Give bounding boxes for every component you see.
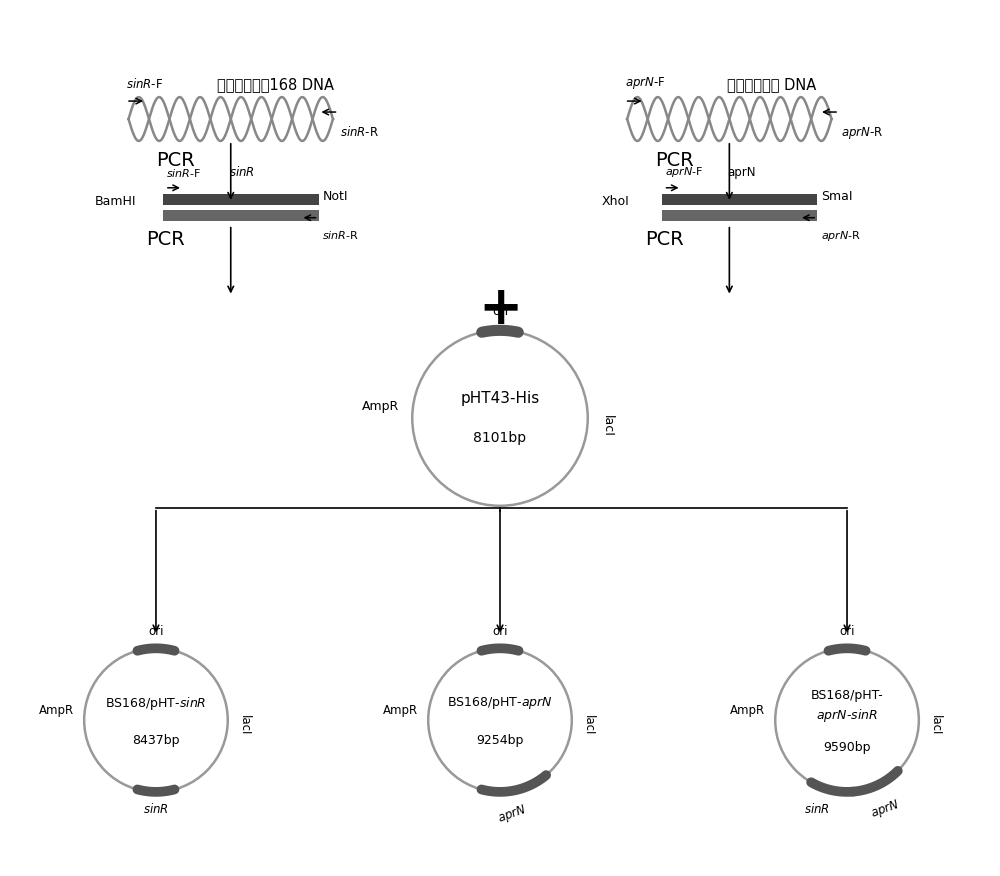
Text: 纳豆芽胞杆菌 DNA: 纳豆芽胞杆菌 DNA	[727, 77, 816, 92]
FancyBboxPatch shape	[163, 194, 319, 205]
Text: $\it{sinR}$-R: $\it{sinR}$-R	[322, 229, 360, 241]
Text: PCR: PCR	[645, 230, 684, 249]
FancyBboxPatch shape	[163, 210, 319, 221]
Text: $\it{sinR}$-F: $\it{sinR}$-F	[166, 166, 201, 179]
Text: AmpR: AmpR	[730, 703, 765, 717]
Text: $\it{aprN}$: $\it{aprN}$	[495, 802, 529, 827]
Text: BamHI: BamHI	[95, 195, 136, 208]
Text: $\it{aprN}$-F: $\it{aprN}$-F	[665, 165, 703, 179]
Text: $\it{sinR}$: $\it{sinR}$	[229, 165, 255, 179]
Text: 9254bp: 9254bp	[476, 733, 524, 746]
Text: SmaI: SmaI	[821, 190, 853, 203]
Text: BS168/pHT-$\it{aprN}$: BS168/pHT-$\it{aprN}$	[447, 696, 553, 711]
Text: BS168/pHT-$\it{sinR}$: BS168/pHT-$\it{sinR}$	[105, 695, 207, 711]
Text: 8437bp: 8437bp	[132, 733, 180, 746]
Text: lacI: lacI	[238, 715, 251, 735]
Text: 枯草芽胞杆菌168 DNA: 枯草芽胞杆菌168 DNA	[217, 77, 334, 92]
Text: BS168/pHT-: BS168/pHT-	[811, 689, 883, 702]
Text: $\it{aprN}$-R: $\it{aprN}$-R	[841, 125, 883, 141]
Text: pHT43-His: pHT43-His	[460, 391, 540, 406]
Text: NotI: NotI	[322, 190, 348, 203]
Text: $\it{aprN}$-F: $\it{aprN}$-F	[625, 75, 665, 91]
Text: lacI: lacI	[601, 415, 614, 437]
Text: $\it{aprN}$: $\it{aprN}$	[868, 797, 902, 823]
Text: $\it{aprN}$-$\it{sinR}$: $\it{aprN}$-$\it{sinR}$	[816, 707, 878, 724]
Text: lacI: lacI	[582, 715, 595, 735]
Text: PCR: PCR	[157, 152, 195, 170]
Text: PCR: PCR	[655, 152, 694, 170]
Text: $\it{sinR}$-R: $\it{sinR}$-R	[340, 125, 379, 139]
Text: +: +	[478, 284, 522, 336]
Text: AmpR: AmpR	[362, 399, 399, 413]
Text: $\it{sinR}$: $\it{sinR}$	[804, 802, 830, 816]
Text: $\it{aprN}$-R: $\it{aprN}$-R	[821, 229, 861, 243]
Text: $\it{sinR}$-F: $\it{sinR}$-F	[126, 77, 163, 91]
Text: $\it{sinR}$: $\it{sinR}$	[143, 802, 169, 816]
Text: 9590bp: 9590bp	[823, 740, 871, 753]
Text: AmpR: AmpR	[39, 703, 74, 717]
Text: ori: ori	[492, 306, 508, 318]
Text: lacI: lacI	[929, 715, 942, 735]
Text: aprN: aprN	[727, 166, 756, 179]
Text: PCR: PCR	[147, 230, 185, 249]
Text: 8101bp: 8101bp	[473, 431, 527, 445]
FancyBboxPatch shape	[662, 194, 817, 205]
Text: XhoI: XhoI	[602, 195, 630, 208]
FancyBboxPatch shape	[662, 210, 817, 221]
Text: AmpR: AmpR	[383, 703, 418, 717]
Text: ori: ori	[839, 625, 855, 639]
Text: ori: ori	[492, 625, 508, 639]
Text: ori: ori	[148, 625, 164, 639]
